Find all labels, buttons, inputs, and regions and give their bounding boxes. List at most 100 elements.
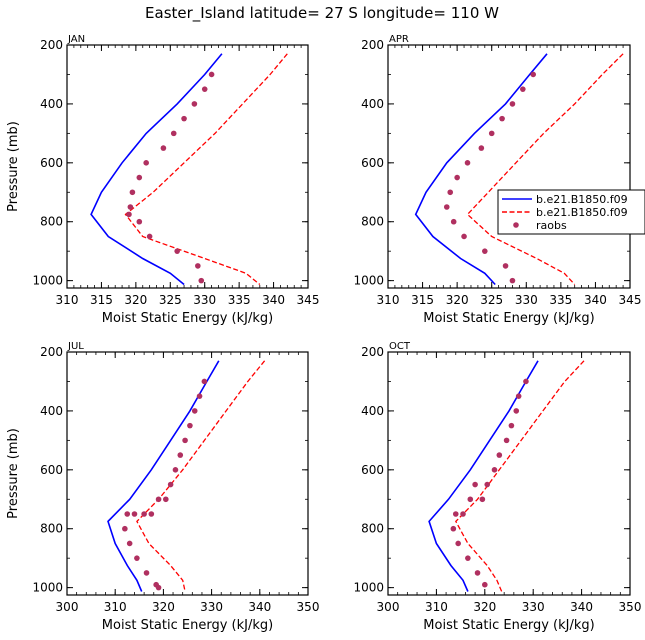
- raobs-point: [509, 277, 516, 284]
- y-axis-label: Pressure (mb): [6, 428, 21, 519]
- raobs-point: [134, 555, 140, 561]
- x-tick-label: 330: [522, 600, 545, 614]
- raobs-point: [201, 378, 208, 385]
- raobs-point: [479, 496, 486, 503]
- series-line-solid: [90, 53, 223, 286]
- series-line-solid: [428, 360, 539, 592]
- raobs-point: [488, 130, 495, 137]
- y-tick-label: 1000: [32, 274, 63, 288]
- plot-frame: [387, 44, 631, 289]
- x-tick-label: 315: [411, 293, 434, 307]
- x-tick-label: 320: [446, 293, 469, 307]
- raobs-point: [464, 160, 471, 166]
- raobs-point: [129, 189, 136, 196]
- raobs-point: [465, 555, 471, 561]
- x-tick-label: 315: [90, 293, 113, 307]
- raobs-point: [472, 481, 478, 488]
- raobs-point: [172, 467, 179, 473]
- series-line-dashed: [466, 53, 624, 285]
- raobs-point: [141, 511, 147, 517]
- x-tick-label: 335: [549, 293, 572, 307]
- y-tick-label: 200: [361, 345, 384, 359]
- series-group: [90, 53, 288, 286]
- raobs-point: [496, 452, 503, 458]
- raobs-point: [520, 86, 526, 92]
- y-tick-label: 1000: [353, 581, 384, 595]
- raobs-point: [124, 511, 131, 517]
- legend-label: b.e21.B1850.f09: [536, 206, 628, 219]
- y-tick-label: 1000: [32, 581, 63, 595]
- x-tick-label: 320: [473, 600, 496, 614]
- raobs-point: [502, 263, 509, 269]
- y-tick-label: 800: [40, 215, 63, 229]
- x-tick-label: 350: [297, 600, 320, 614]
- raobs-point: [146, 233, 153, 240]
- panel-label: JUL: [67, 341, 84, 352]
- raobs-point: [530, 71, 536, 78]
- x-tick-label: 300: [56, 600, 79, 614]
- raobs-point: [143, 570, 150, 576]
- x-tick-label: 310: [56, 293, 79, 307]
- raobs-point: [452, 511, 459, 517]
- raobs-point: [143, 160, 149, 166]
- x-tick-label: 340: [570, 600, 593, 614]
- panel-label: APR: [389, 34, 409, 45]
- x-tick-label: 310: [425, 600, 448, 614]
- x-tick-label: 350: [619, 600, 642, 614]
- plot-frame: [66, 44, 309, 289]
- y-tick-label: 1000: [353, 274, 384, 288]
- raobs-point: [450, 525, 457, 532]
- x-tick-label: 330: [200, 600, 223, 614]
- chart-title: Easter_Island latitude= 27 S longitude= …: [145, 4, 499, 23]
- raobs-point: [509, 101, 516, 107]
- raobs-point: [503, 437, 510, 444]
- x-tick-label: 325: [480, 293, 503, 307]
- raobs-point: [136, 218, 143, 225]
- raobs-point: [167, 481, 174, 488]
- x-tick-label: 320: [152, 600, 175, 614]
- raobs-point: [447, 189, 454, 196]
- raobs-point: [474, 570, 481, 576]
- y-tick-label: 400: [40, 404, 63, 418]
- x-tick-label: 345: [297, 293, 320, 307]
- raobs-point: [187, 422, 193, 429]
- raobs-point: [126, 540, 133, 547]
- y-tick-label: 400: [361, 404, 384, 418]
- legend-box: [497, 189, 645, 235]
- raobs-point: [170, 130, 177, 137]
- raobs-point: [478, 145, 485, 151]
- raobs-point: [482, 248, 488, 254]
- plot-frame: [66, 351, 309, 596]
- raobs-point: [467, 496, 474, 503]
- y-tick-label: 600: [40, 463, 63, 477]
- raobs-point: [515, 393, 522, 399]
- y-tick-label: 800: [40, 522, 63, 536]
- raobs-point: [148, 511, 155, 517]
- x-tick-label: 340: [248, 600, 271, 614]
- raobs-point: [491, 467, 498, 473]
- panel-apr: 310 315 320 325 330 335 340 345 200 400 600 800 1000…: [353, 34, 641, 326]
- x-tick-label: 320: [124, 293, 147, 307]
- raobs-point: [122, 525, 128, 532]
- x-tick-label: 310: [104, 600, 127, 614]
- raobs-point: [484, 481, 491, 488]
- raobs-point: [191, 101, 198, 107]
- series-group: [428, 360, 585, 592]
- x-axis-label: Moist Static Energy (kJ/kg): [102, 618, 273, 633]
- raobs-point: [460, 511, 466, 517]
- raobs-point: [195, 263, 201, 269]
- raobs-point: [508, 422, 515, 429]
- raobs-point: [131, 511, 138, 517]
- legend-label: b.e21.B1850.f09: [536, 193, 628, 206]
- x-tick-label: 340: [262, 293, 285, 307]
- raobs-point: [163, 496, 169, 503]
- raobs-point: [455, 540, 461, 547]
- raobs-point: [136, 174, 143, 181]
- raobs-point: [454, 174, 460, 181]
- raobs-point: [443, 204, 450, 210]
- y-tick-label: 200: [361, 38, 384, 52]
- y-tick-label: 800: [361, 215, 384, 229]
- raobs-point: [201, 86, 208, 92]
- x-axis-label: Moist Static Energy (kJ/kg): [423, 618, 594, 633]
